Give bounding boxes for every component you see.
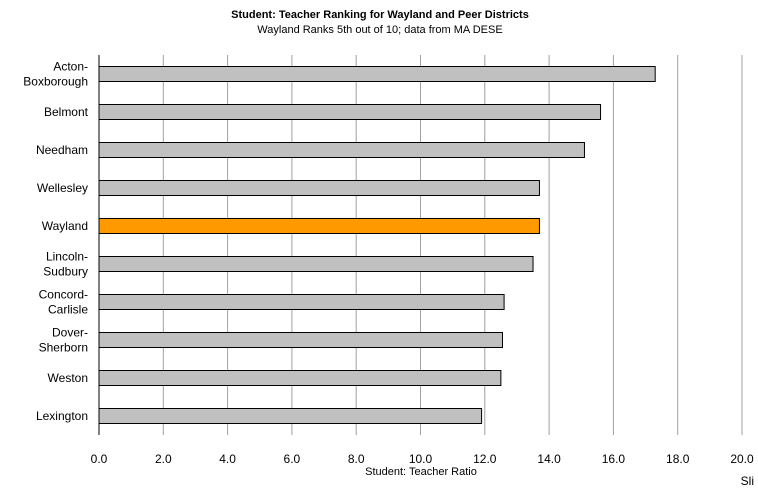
bar — [98, 370, 502, 386]
x-tick-label: 12.0 — [473, 452, 497, 466]
category-label: Dover-Sherborn — [39, 326, 88, 355]
bars — [98, 66, 656, 424]
category-label: Belmont — [44, 105, 89, 119]
category-label: Lincoln-Sudbury — [43, 250, 88, 279]
x-tick-label: 18.0 — [666, 452, 690, 466]
category-labels: Acton-Boxborough Belmont Needham Wellesley W… — [23, 60, 88, 424]
chart-title: Student: Teacher Ranking for Wayland and… — [231, 9, 529, 21]
category-label: Wayland — [42, 219, 88, 233]
category-label: Concord-Carlisle — [39, 288, 89, 317]
bar — [98, 256, 534, 272]
corner-text: Sli — [740, 474, 754, 488]
x-axis-label: Student: Teacher Ratio — [365, 466, 477, 478]
bar — [98, 142, 585, 158]
bar — [98, 104, 602, 120]
x-tick-label: 16.0 — [602, 452, 626, 466]
bar — [98, 294, 505, 310]
bar — [98, 218, 540, 234]
chart-subtitle: Wayland Ranks 5th out of 10; data from M… — [257, 24, 502, 36]
x-tick-label: 4.0 — [219, 452, 236, 466]
x-tick-label: 10.0 — [409, 452, 433, 466]
bar — [98, 332, 503, 348]
category-label: Needham — [36, 143, 88, 157]
x-tick-label: 14.0 — [537, 452, 561, 466]
bar — [98, 408, 483, 424]
bar — [98, 180, 540, 196]
bar — [98, 66, 656, 82]
x-tick-label: 8.0 — [348, 452, 365, 466]
category-label: Wellesley — [37, 181, 88, 195]
x-tick-label: 2.0 — [155, 452, 172, 466]
category-label: Acton-Boxborough — [23, 60, 88, 89]
x-tick-label: 6.0 — [284, 452, 301, 466]
x-tick-label: 0.0 — [91, 452, 108, 466]
x-tick-labels: 0.0 2.0 4.0 6.0 8.0 10.0 12.0 14.0 16.0 18.0 20.0 — [91, 452, 754, 466]
category-label: Lexington — [36, 409, 88, 423]
category-label: Weston — [48, 371, 88, 385]
x-tick-label: 20.0 — [730, 452, 754, 466]
